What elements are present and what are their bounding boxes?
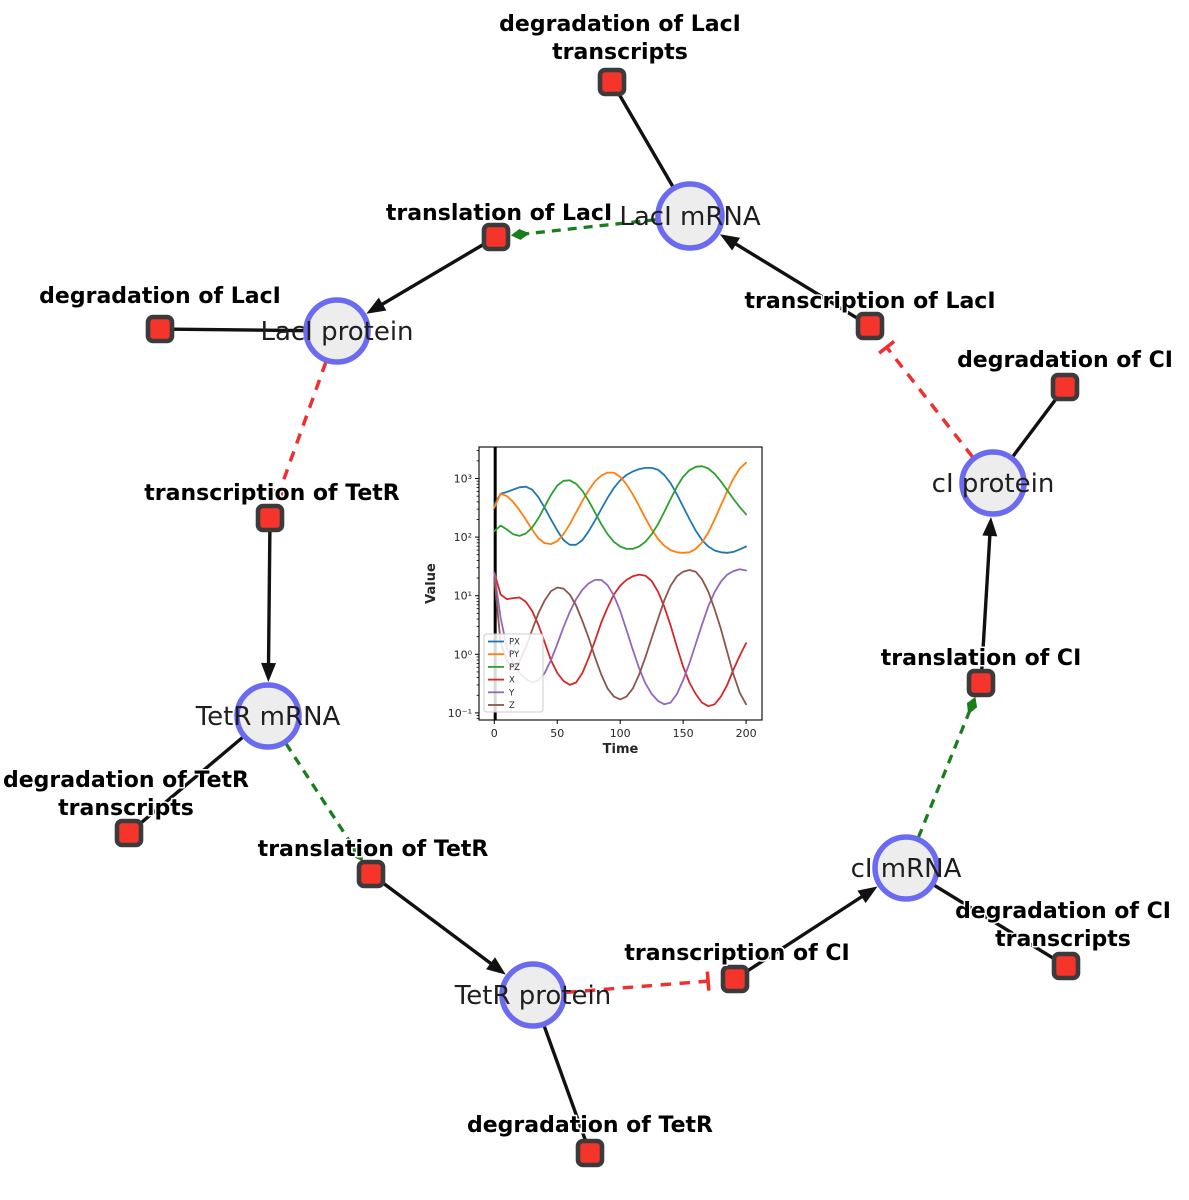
translation-ci-label: translation of CI	[881, 646, 1082, 671]
reaction-node-deg-tetr-transcripts[interactable]	[114, 818, 144, 848]
tetr-protein-label: TetR protein	[454, 981, 611, 1011]
legend: PX PY PZ XYZ	[483, 633, 544, 713]
edge-laci-mrna-to-deg-laci-transcripts	[617, 92, 675, 189]
activation-arrowhead-icon	[510, 228, 530, 240]
y-axis: 10⁻¹ 10⁰ 10¹ 10² 10³	[448, 450, 479, 720]
timecourse-plot: 0 50 100 150 200Time10⁻¹10⁰10¹10²10³ValuePXP…	[424, 446, 763, 757]
reaction-node-deg-laci-transcripts[interactable]	[597, 67, 627, 97]
reaction-node-deg-laci[interactable]	[145, 314, 175, 344]
x-axis: 0 50 100 150 200	[491, 720, 757, 740]
deg-laci-label: degradation of LacI	[39, 284, 281, 309]
svg-text:100: 100	[610, 727, 631, 740]
svg-text:0: 0	[491, 727, 498, 740]
species-node-tetr-protein[interactable]	[499, 961, 567, 1029]
edge-tetr-protein-to-deg-tetr	[542, 1024, 587, 1142]
legend-entry-Z: Z	[509, 701, 515, 711]
legend-entry-PZ: PZ	[509, 663, 520, 673]
activation-arrowhead-icon	[352, 845, 363, 862]
reaction-node-deg-ci[interactable]	[1050, 372, 1080, 402]
reaction-node-translation-ci[interactable]	[966, 668, 996, 698]
species-node-tetr-mrna[interactable]	[234, 682, 302, 750]
edge-transcription-tetr-to-tetr-mrna	[261, 530, 277, 683]
series-PY	[493, 461, 747, 554]
species-node-ci-protein[interactable]	[959, 449, 1027, 517]
deg-tetr-transcripts-label: degradation of TetR transcripts	[3, 768, 249, 821]
svg-text:50: 50	[550, 727, 564, 740]
deg-ci-label: degradation of CI	[957, 348, 1173, 373]
label-layer: degradation of LacI transcripts translatio…	[1, 11, 1174, 1140]
edge-translation-tetr-to-tetr-protein	[380, 880, 506, 975]
transcription-laci-label: transcription of LacI	[744, 289, 995, 314]
activation-arrowhead-icon	[966, 696, 978, 715]
svg-text:10⁻¹: 10⁻¹	[448, 707, 472, 720]
reaction-node-translation-laci[interactable]	[481, 222, 511, 252]
translation-laci-label: translation of LacI	[386, 201, 612, 226]
ci-mrna-label: cI mRNA	[851, 854, 962, 884]
svg-text:10⁰: 10⁰	[454, 648, 473, 661]
edge-layer	[138, 92, 1059, 1142]
node-layer	[114, 67, 1081, 1168]
reaction-node-transcription-tetr[interactable]	[255, 503, 285, 533]
svg-text:10²: 10²	[454, 531, 472, 544]
species-node-laci-mrna[interactable]	[655, 181, 725, 251]
edge-ci-mrna-to-deg-ci-transcripts	[932, 883, 1056, 961]
inhibition-tee-icon	[878, 339, 896, 355]
svg-text:10¹: 10¹	[454, 590, 472, 603]
transcription-tetr-label: transcription of TetR	[144, 481, 400, 506]
deg-laci-transcripts-label: degradation of LacI transcripts	[499, 12, 741, 65]
legend-entry-X: X	[509, 676, 515, 686]
laci-protein-label: LacI protein	[260, 317, 413, 347]
inhibition-tee-icon	[269, 487, 289, 498]
tetr-mrna-label: TetR mRNA	[195, 702, 341, 732]
reaction-node-transcription-laci[interactable]	[855, 311, 885, 341]
reaction-node-translation-tetr[interactable]	[356, 859, 386, 889]
x-axis-title: Time	[603, 742, 639, 757]
edge-tetr-protein-to-transcription-ci	[565, 971, 711, 995]
reaction-node-transcription-ci[interactable]	[720, 964, 750, 994]
svg-text:150: 150	[673, 727, 694, 740]
species-node-ci-mrna[interactable]	[872, 834, 940, 902]
edge-laci-mrna-to-translation-laci	[510, 218, 657, 240]
edge-laci-protein-to-transcription-tetr	[269, 361, 328, 498]
series-PX	[493, 467, 747, 554]
svg-text:10³: 10³	[454, 473, 472, 486]
edge-ci-protein-to-transcription-laci	[878, 339, 975, 459]
species-node-laci-protein[interactable]	[303, 297, 371, 365]
transcription-ci-label: transcription of CI	[624, 941, 849, 966]
legend-entry-PY: PY	[509, 650, 520, 660]
svg-text:200: 200	[736, 727, 757, 740]
laci-mrna-label: LacI mRNA	[619, 202, 760, 232]
series-PZ	[493, 465, 747, 550]
edge-tetr-mrna-to-translation-tetr	[284, 742, 363, 862]
inhibition-tee-icon	[705, 971, 711, 991]
edge-transcription-ci-to-ci-mrna	[745, 886, 878, 974]
edge-laci-protein-to-deg-laci	[172, 327, 306, 333]
series-layer	[493, 447, 747, 720]
edge-ci-mrna-to-translation-ci	[916, 696, 978, 839]
translation-tetr-label: translation of TetR	[258, 837, 489, 862]
reaction-node-deg-tetr[interactable]	[575, 1138, 605, 1168]
legend-entry-Y: Y	[508, 688, 515, 698]
legend-entry-PX: PX	[509, 638, 520, 648]
series-Z	[493, 569, 747, 706]
edge-translation-ci-to-ci-protein	[980, 516, 998, 671]
edge-ci-protein-to-deg-ci	[1011, 396, 1059, 459]
edge-transcription-laci-to-laci-mrna	[719, 234, 860, 321]
ci-protein-label: cI protein	[932, 469, 1055, 499]
edge-tetr-mrna-to-deg-tetr-transcripts	[138, 735, 245, 826]
deg-tetr-label: degradation of TetR	[467, 1113, 713, 1138]
edge-translation-laci-to-laci-protein	[366, 242, 486, 314]
deg-ci-transcripts-label: degradation of CI transcripts	[955, 899, 1171, 952]
reaction-node-deg-ci-transcripts[interactable]	[1051, 951, 1081, 981]
y-axis-title: Value	[424, 563, 439, 604]
